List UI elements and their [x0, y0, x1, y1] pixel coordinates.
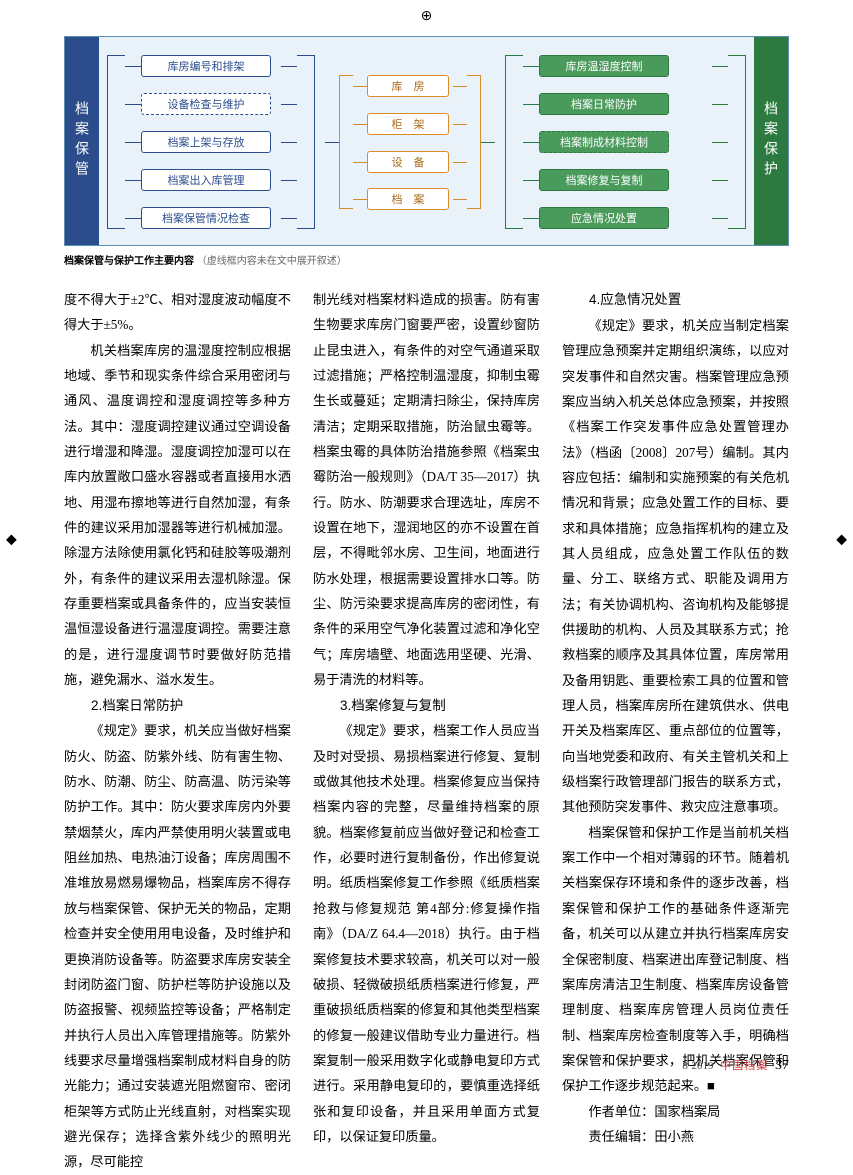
right-vertical-bar: 档案保护: [754, 37, 788, 245]
p1: 度不得大于±2℃、相对湿度波动幅度不得大于±5%。: [64, 287, 291, 338]
flowchart: 档案保管 库房编号和排架 设备检查与维护 档案上架与存放 档案出入库管理 档案保…: [64, 36, 789, 246]
node-b3: 档 案: [367, 188, 449, 210]
editor: 责任编辑：田小燕: [562, 1124, 789, 1149]
flowchart-col-a: 库房编号和排架 设备检查与维护 档案上架与存放 档案出入库管理 档案保管情况检查: [99, 37, 325, 245]
node-c2: 档案制成材料控制: [539, 131, 669, 153]
page-number: 37: [775, 1058, 789, 1073]
crop-mark-top: ⊕: [421, 8, 433, 25]
node-a1: 设备检查与维护: [141, 93, 271, 115]
h2: 2.档案日常防护: [64, 693, 291, 719]
crop-mark-right: ◆: [836, 532, 847, 549]
node-c3: 档案修复与复制: [539, 169, 669, 191]
caption-note: （虚线框内容未在文中展开叙述）: [197, 256, 347, 267]
caption-bold: 档案保管与保护工作主要内容: [64, 256, 194, 267]
node-a0: 库房编号和排架: [141, 55, 271, 77]
author-unit: 作者单位：国家档案局: [562, 1099, 789, 1124]
magazine-name: 中国档案: [720, 1060, 768, 1072]
crop-mark-left: ◆: [6, 532, 17, 549]
node-a4: 档案保管情况检查: [141, 207, 271, 229]
node-b2: 设 备: [367, 151, 449, 173]
article-body: 度不得大于±2℃、相对湿度波动幅度不得大于±5%。 机关档案库房的温湿度控制应根…: [64, 287, 789, 1175]
node-b0: 库 房: [367, 75, 449, 97]
flowchart-caption: 档案保管与保护工作主要内容 （虚线框内容未在文中展开叙述）: [64, 252, 789, 267]
page-footer: 8·2019 中国档案 37: [682, 1057, 789, 1074]
flowchart-col-c: 库房温湿度控制 档案日常防护 档案制成材料控制 档案修复与复制 应急情况处置: [495, 37, 754, 245]
flowchart-col-b: 库 房 柜 架 设 备 档 案: [325, 37, 495, 245]
node-a3: 档案出入库管理: [141, 169, 271, 191]
p6: 《规定》要求，机关应当制定档案管理应急预案并定期组织演练，以应对突发事件和自然灾…: [562, 313, 789, 820]
node-a2: 档案上架与存放: [141, 131, 271, 153]
h3: 3.档案修复与复制: [313, 693, 540, 719]
page-content: 档案保管 库房编号和排架 设备检查与维护 档案上架与存放 档案出入库管理 档案保…: [64, 36, 789, 1054]
node-b1: 柜 架: [367, 113, 449, 135]
p5: 《规定》要求，档案工作人员应当及时对受损、易损档案进行修复、复制或做其他技术处理…: [313, 718, 540, 1149]
node-c1: 档案日常防护: [539, 93, 669, 115]
issue: 8·2019: [682, 1060, 713, 1072]
left-vertical-bar: 档案保管: [65, 37, 99, 245]
node-c0: 库房温湿度控制: [539, 55, 669, 77]
node-c4: 应急情况处置: [539, 207, 669, 229]
p4: 制光线对档案材料造成的损害。防有害生物要求库房门窗要严密，设置纱窗防止昆虫进入，…: [313, 287, 540, 693]
p3: 《规定》要求，机关应当做好档案防火、防盗、防紫外线、防有害生物、防水、防潮、防尘…: [64, 718, 291, 1174]
h4: 4.应急情况处置: [562, 287, 789, 313]
p2: 机关档案库房的温湿度控制应根据地域、季节和现实条件综合采用密闭与通风、温度调控和…: [64, 338, 291, 693]
